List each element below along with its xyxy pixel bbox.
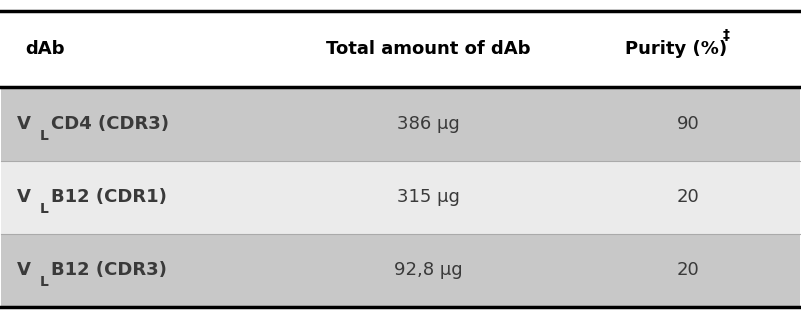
Text: V: V — [18, 188, 31, 206]
Text: dAb: dAb — [26, 40, 65, 58]
Text: L: L — [40, 275, 49, 289]
Text: B12 (CDR3): B12 (CDR3) — [51, 261, 167, 279]
Bar — [2, 234, 799, 307]
Bar — [2, 160, 799, 234]
Text: V: V — [18, 115, 31, 133]
Text: 90: 90 — [677, 115, 699, 133]
Text: L: L — [40, 129, 49, 143]
Text: 20: 20 — [677, 261, 699, 279]
Text: CD4 (CDR3): CD4 (CDR3) — [51, 115, 169, 133]
Text: 315 μg: 315 μg — [397, 188, 460, 206]
Bar — [2, 11, 799, 87]
Text: Total amount of dAb: Total amount of dAb — [326, 40, 531, 58]
Text: V: V — [18, 261, 31, 279]
Text: Purity (%): Purity (%) — [625, 40, 727, 58]
Text: 92,8 μg: 92,8 μg — [394, 261, 463, 279]
Text: B12 (CDR1): B12 (CDR1) — [51, 188, 167, 206]
Bar — [2, 87, 799, 160]
Text: 386 μg: 386 μg — [397, 115, 460, 133]
Text: ‡: ‡ — [723, 28, 730, 42]
Text: 20: 20 — [677, 188, 699, 206]
Text: L: L — [40, 202, 49, 216]
